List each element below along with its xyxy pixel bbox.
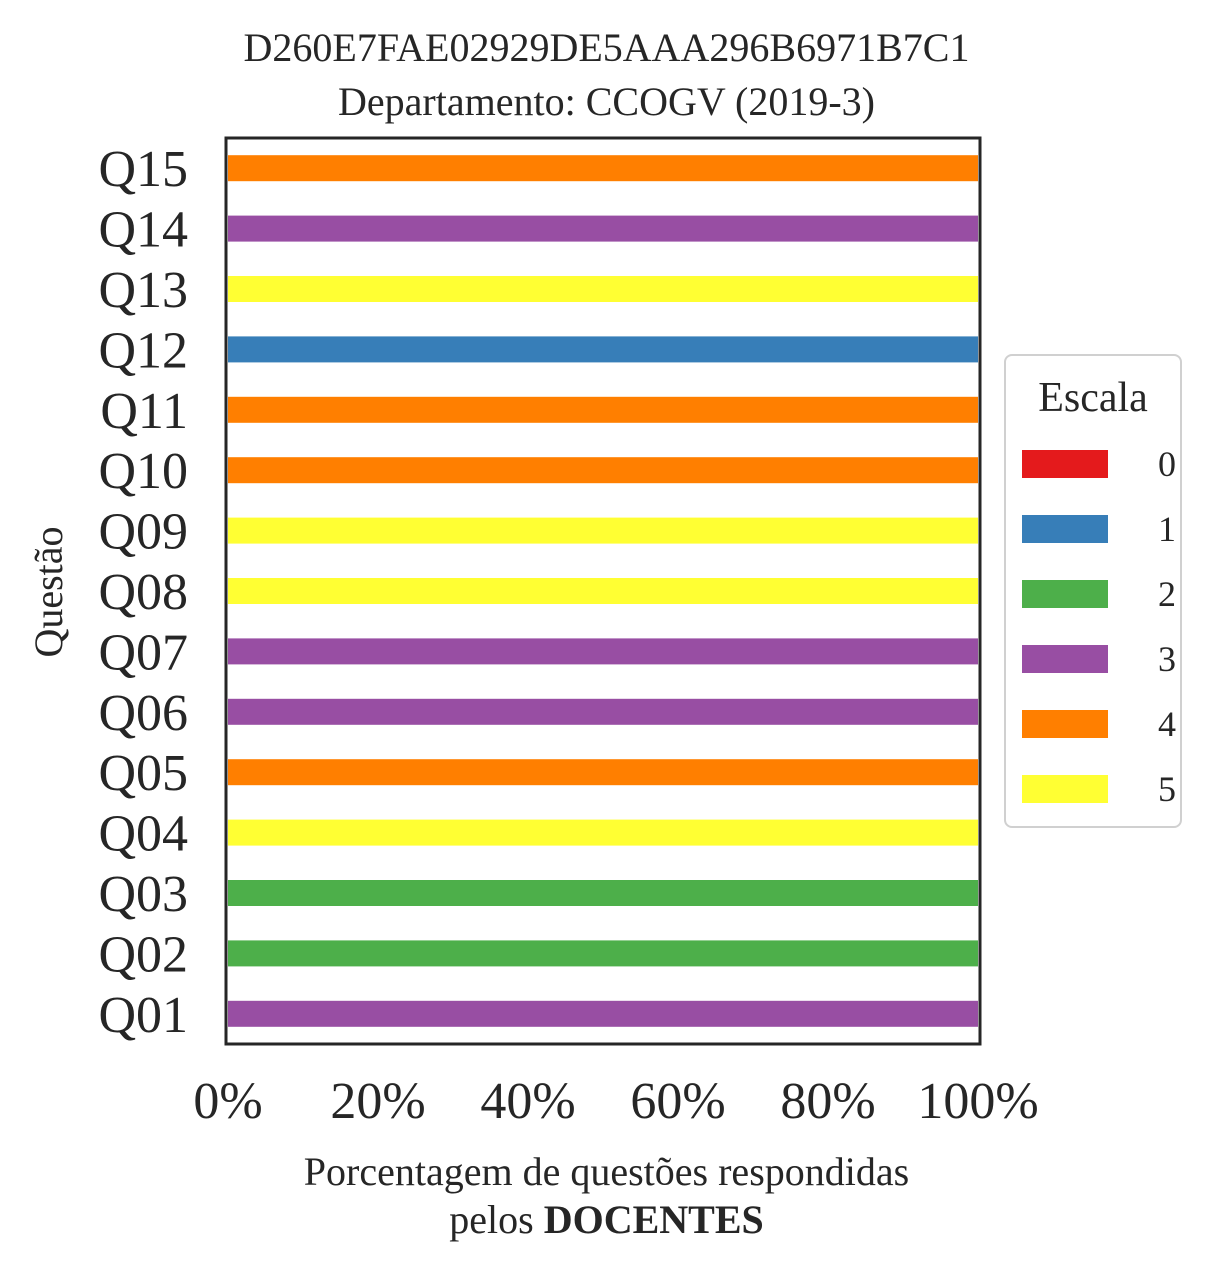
y-tick-label: Q09 [98,504,188,561]
y-tick-label: Q07 [98,624,188,681]
y-tick-label: Q13 [98,262,188,319]
y-tick-label: Q08 [98,564,188,621]
bar-q08 [228,578,978,604]
x-tick-label: 40% [480,1073,575,1130]
x-axis-label-emphasis: DOCENTES [543,1197,764,1242]
legend-item: 1 [1022,509,1176,549]
legend-swatch [1022,775,1108,803]
x-tick-label: 100% [917,1073,1038,1130]
bar-q04 [228,819,978,846]
bar-q10 [228,457,978,484]
legend-label: 5 [1158,769,1176,809]
legend-label: 2 [1158,574,1176,614]
legend-swatch [1022,580,1108,608]
x-tick-label: 80% [780,1073,875,1130]
y-tick-label: Q04 [98,806,188,863]
y-tick-label: Q06 [98,685,188,742]
bar-q07 [228,638,978,665]
bar-q09 [228,517,978,544]
bar-q14 [228,215,978,242]
legend: Escala 0 1 2 3 4 5 [1004,354,1182,828]
legend-title: Escala [1038,375,1148,421]
legend-label: 4 [1158,704,1176,744]
legend-item: 5 [1022,769,1176,809]
legend-swatch [1022,645,1108,673]
bar-q03 [228,880,978,906]
x-tick-label: 60% [630,1073,725,1130]
y-tick-label: Q11 [100,383,188,440]
x-axis-label-line2: pelos DOCENTES [0,1196,1213,1244]
y-tick-label: Q12 [98,322,188,379]
legend-swatch [1022,515,1108,543]
y-axis-label: Questão [26,526,71,657]
legend-item: 3 [1022,639,1176,679]
x-tick-label: 20% [330,1073,425,1130]
x-axis-label: Porcentagem de questões respondidas [303,1149,910,1194]
x-axis-label-prefix: pelos [449,1197,534,1242]
chart-title: D260E7FAE02929DE5AAA296B6971B7C1 [243,25,970,70]
y-tick-label: Q03 [98,866,188,923]
legend-item: 4 [1022,704,1176,744]
bar-q05 [228,759,978,786]
y-tick-label: Q14 [98,202,188,259]
bar-q02 [228,940,978,967]
legend-swatch [1022,450,1108,478]
legend-item: 0 [1022,444,1176,484]
bar-q06 [228,698,978,725]
bar-q12 [228,336,978,363]
legend-label: 1 [1158,509,1176,549]
bar-q15 [228,155,978,182]
legend-item: 2 [1022,574,1176,614]
legend-label: 0 [1158,444,1176,484]
y-tick-label: Q01 [98,987,188,1044]
y-tick-label: Q10 [98,443,188,500]
legend-swatch [1022,710,1108,738]
chart-subtitle: Departamento: CCOGV (2019-3) [338,79,875,124]
y-tick-label: Q02 [98,926,188,983]
legend-label: 3 [1158,639,1176,679]
bar-q11 [228,396,978,423]
bar-q13 [228,276,978,302]
y-tick-label: Q05 [98,745,188,802]
plot-frame [224,136,982,1046]
bar-q01 [228,1000,978,1027]
y-tick-label: Q15 [98,141,188,198]
x-tick-label: 0% [193,1073,262,1130]
